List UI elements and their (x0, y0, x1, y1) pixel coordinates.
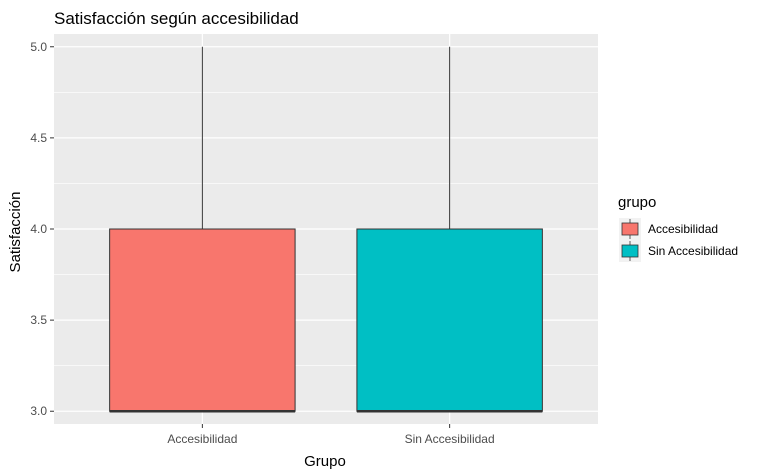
y-axis: 3.0 3.5 4.0 4.5 5.0 (30, 40, 54, 418)
legend-label: Accesibilidad (648, 222, 718, 236)
x-tick-label: Accesibilidad (167, 432, 237, 446)
legend-key-1 (621, 222, 639, 236)
legend-key-2 (621, 244, 639, 258)
y-tick-label: 3.5 (30, 313, 47, 327)
y-tick-label: 4.5 (30, 131, 47, 145)
legend-title: grupo (618, 194, 656, 211)
x-axis-title: Grupo (304, 453, 346, 470)
y-axis-title: Satisfacción (7, 192, 24, 273)
box-2 (356, 228, 543, 412)
box-1 (109, 228, 296, 412)
chart-title: Satisfacción según accesibilidad (54, 9, 299, 28)
x-tick-label: Sin Accesibilidad (405, 432, 495, 446)
legend-label: Sin Accesibilidad (648, 244, 738, 258)
y-tick-label: 3.0 (30, 404, 47, 418)
legend: grupo Accesibilidad Sin Accesibilidad (618, 194, 738, 262)
boxes (109, 46, 543, 413)
y-tick-label: 5.0 (30, 40, 47, 54)
y-tick-label: 4.0 (30, 222, 47, 236)
x-axis: Accesibilidad Sin Accesibilidad (167, 424, 495, 446)
